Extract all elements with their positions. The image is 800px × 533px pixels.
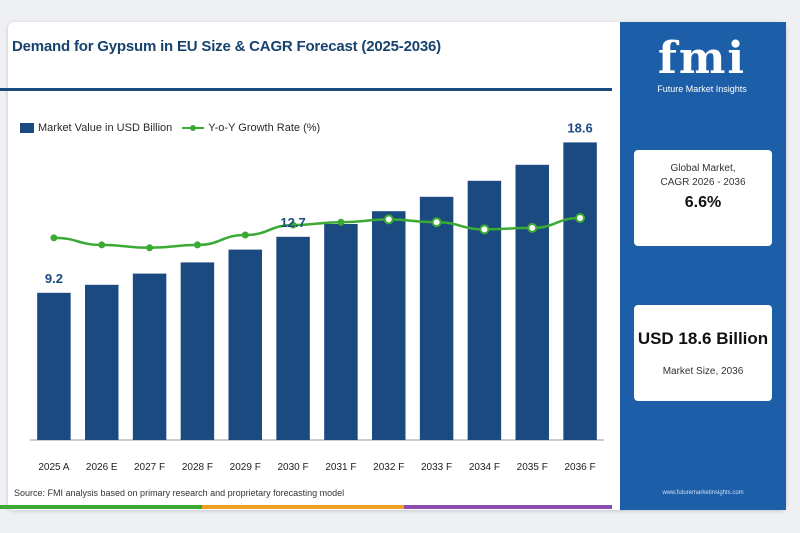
bar-2036-f xyxy=(563,142,597,440)
growth-point xyxy=(241,231,249,239)
growth-point xyxy=(193,241,201,249)
growth-point xyxy=(383,214,394,225)
market-size-box: USD 18.6 Billion Market Size, 2036 xyxy=(634,305,772,401)
x-tick-label: 2026 E xyxy=(86,462,118,473)
bar-2033-f xyxy=(419,196,454,440)
bar-data-label: 18.6 xyxy=(567,120,592,135)
bar-swatch-icon xyxy=(20,123,34,133)
growth-point xyxy=(337,218,345,226)
bar-2025-a xyxy=(37,292,71,440)
x-tick-label: 2032 F xyxy=(373,462,404,473)
growth-point xyxy=(98,241,106,249)
bar-2031-f xyxy=(324,224,358,440)
x-tick-label: 2030 F xyxy=(278,462,309,473)
market-size-value: USD 18.6 Billion xyxy=(637,329,769,348)
growth-point xyxy=(146,244,154,252)
site-url: www.futuremarketinsights.com xyxy=(662,490,744,496)
legend-bar-label: Market Value in USD Billion xyxy=(38,122,173,134)
x-tick-label: 2036 F xyxy=(565,462,596,473)
legend-item-line: Y-o-Y Growth Rate (%) xyxy=(182,122,320,134)
bar-2026-e xyxy=(85,284,119,440)
cagr-label-line2: CAGR 2026 - 2036 xyxy=(660,177,746,188)
cagr-box: Global Market, CAGR 2026 - 2036 6.6% xyxy=(634,150,772,246)
bottom-accent-strip xyxy=(0,505,612,509)
x-tick-label: 2028 F xyxy=(182,462,213,473)
line-swatch-icon xyxy=(182,123,205,133)
cagr-label-line1: Global Market, xyxy=(670,163,736,174)
growth-rate-line xyxy=(53,216,581,250)
x-tick-label: 2035 F xyxy=(517,462,548,473)
chart-title: Demand for Gypsum in EU Size & CAGR Fore… xyxy=(12,38,441,55)
logo-mark: fmi xyxy=(657,33,747,84)
x-tick-label: 2031 F xyxy=(325,462,356,473)
source-note: Source: FMI analysis based on primary re… xyxy=(14,488,345,498)
growth-point xyxy=(50,234,58,242)
x-tick-label: 2034 F xyxy=(469,462,500,473)
chart-plot: 2025 A 2026 E 2027 F 2028 F 2029 F 2030 F 2031… xyxy=(30,120,604,473)
cagr-value: 6.6% xyxy=(684,194,722,211)
growth-point xyxy=(479,224,490,235)
market-size-label: Market Size, 2036 xyxy=(662,366,744,377)
bar-2029-f xyxy=(228,249,262,440)
bar-2028-f xyxy=(180,262,215,440)
growth-point xyxy=(575,213,586,223)
legend-line-label: Y-o-Y Growth Rate (%) xyxy=(208,122,321,134)
bar-2032-f xyxy=(372,211,406,440)
logo-subtitle: Future Market Insights xyxy=(657,84,747,94)
bar-data-label: 12.7 xyxy=(280,215,305,230)
bar-2034-f xyxy=(467,180,502,441)
side-panel xyxy=(620,22,786,510)
x-tick-label: 2033 F xyxy=(421,462,452,473)
x-tick-label: 2029 F xyxy=(230,462,261,473)
x-tick-label: 2025 A xyxy=(38,462,69,473)
fmi-logo: fmi Future Market Insights xyxy=(632,33,772,95)
bar-2027-f xyxy=(132,273,167,440)
growth-point xyxy=(289,221,297,229)
title-divider xyxy=(0,88,612,91)
growth-point xyxy=(527,222,538,233)
x-tick-label: 2027 F xyxy=(134,462,165,473)
bar-2035-f xyxy=(515,164,549,441)
bar-data-label: 9.2 xyxy=(45,271,63,286)
legend-item-bars: Market Value in USD Billion xyxy=(20,122,172,134)
bar-2030-f xyxy=(276,236,310,440)
chart-legend: Market Value in USD Billion Y-o-Y Growth… xyxy=(20,122,320,134)
growth-point xyxy=(431,217,442,228)
